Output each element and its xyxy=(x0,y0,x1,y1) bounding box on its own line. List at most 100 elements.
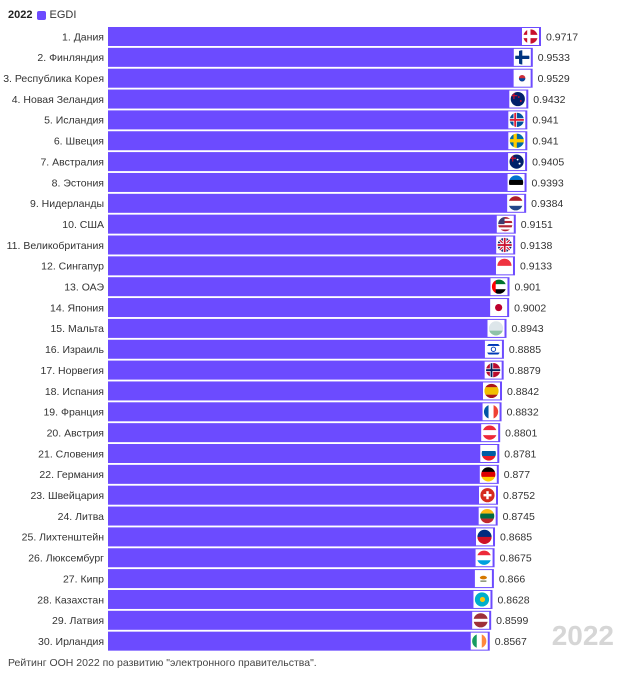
bar xyxy=(108,548,495,568)
category-label: 8. Эстония xyxy=(52,177,104,189)
bar xyxy=(108,68,533,88)
cyprus-flag-icon xyxy=(474,570,492,588)
singapore-flag-icon xyxy=(495,257,513,275)
category-label: 20. Австрия xyxy=(47,427,104,439)
bar xyxy=(108,423,501,443)
bar xyxy=(108,610,492,630)
value-label: 0.9405 xyxy=(532,156,564,168)
bar xyxy=(108,214,516,234)
luxembourg-flag-icon xyxy=(475,549,493,567)
category-label: 30. Ирландия xyxy=(38,636,104,648)
bar xyxy=(108,131,528,151)
category-label: 16. Израиль xyxy=(45,344,105,356)
bar xyxy=(108,631,490,651)
year-watermark: 2022 xyxy=(551,620,614,651)
category-label: 12. Сингапур xyxy=(41,261,104,273)
lithuania-flag-icon xyxy=(478,507,496,525)
category-label: 3. Республика Корея xyxy=(3,73,104,85)
value-label: 0.9133 xyxy=(520,261,552,273)
germany-flag-icon xyxy=(479,465,497,483)
chart-footnote: Рейтинг ООН 2022 по развитию "электронно… xyxy=(8,657,317,669)
israel-flag-icon xyxy=(484,340,502,358)
bar xyxy=(108,318,507,338)
category-label: 11. Великобритания xyxy=(7,240,104,252)
category-label: 24. Литва xyxy=(58,511,105,523)
legend-swatch xyxy=(37,10,47,20)
iceland-flag-icon xyxy=(508,111,526,129)
usa-flag-icon xyxy=(496,215,514,233)
category-label: 19. Франция xyxy=(43,407,104,419)
bar xyxy=(108,569,494,589)
category-label: 4. Новая Зеландия xyxy=(12,94,104,106)
value-label: 0.901 xyxy=(514,282,540,294)
value-label: 0.8879 xyxy=(509,365,541,377)
finland-flag-icon xyxy=(513,48,531,66)
bar xyxy=(108,110,528,130)
value-label: 0.8628 xyxy=(497,594,529,606)
australia-flag-icon xyxy=(508,153,526,171)
value-label: 0.9151 xyxy=(521,219,553,231)
value-label: 0.866 xyxy=(499,573,525,585)
category-label: 28. Казахстан xyxy=(37,594,104,606)
value-label: 0.9138 xyxy=(520,240,552,252)
bar xyxy=(108,402,502,422)
value-label: 0.8567 xyxy=(495,636,527,648)
value-label: 0.9533 xyxy=(538,52,570,64)
bar xyxy=(108,152,528,172)
value-label: 0.9002 xyxy=(514,302,546,314)
value-label: 0.9432 xyxy=(533,94,565,106)
value-label: 0.8842 xyxy=(507,386,539,398)
denmark-flag-icon xyxy=(522,28,539,45)
switzerland-flag-icon xyxy=(478,486,496,504)
category-label: 21. Словения xyxy=(38,448,104,460)
japan-flag-icon xyxy=(490,299,508,317)
latvia-flag-icon xyxy=(472,611,490,629)
bar xyxy=(108,527,496,547)
category-label: 18. Испания xyxy=(45,386,104,398)
uae-flag-icon xyxy=(490,278,508,296)
value-label: 0.8685 xyxy=(500,532,532,544)
bar xyxy=(108,193,527,213)
bar xyxy=(108,256,515,276)
value-label: 0.8943 xyxy=(512,323,544,335)
value-label: 0.877 xyxy=(504,469,530,481)
category-label: 17. Норвегия xyxy=(41,365,104,377)
netherlands-flag-icon xyxy=(507,194,525,212)
estonia-flag-icon xyxy=(507,173,525,191)
category-label: 27. Кипр xyxy=(63,573,104,585)
value-label: 0.8832 xyxy=(507,407,539,419)
value-label: 0.8885 xyxy=(509,344,541,356)
value-label: 0.9384 xyxy=(531,198,563,210)
value-label: 0.8599 xyxy=(496,615,528,627)
category-label: 1. Дания xyxy=(62,31,104,43)
uk-flag-icon xyxy=(496,236,514,254)
category-label: 15. Мальта xyxy=(50,323,104,335)
slovenia-flag-icon xyxy=(480,445,498,462)
category-label: 29. Латвия xyxy=(52,615,104,627)
value-label: 0.8801 xyxy=(505,427,537,439)
norway-flag-icon xyxy=(484,361,502,379)
value-label: 0.9717 xyxy=(546,31,578,43)
category-label: 10. США xyxy=(62,219,104,231)
category-label: 6. Швеция xyxy=(54,136,104,148)
bar xyxy=(108,485,498,505)
spain-flag-icon xyxy=(483,382,501,400)
category-label: 13. ОАЭ xyxy=(64,282,104,294)
new-zealand-flag-icon xyxy=(509,90,527,108)
bar xyxy=(108,339,504,359)
value-label: 0.8675 xyxy=(500,553,532,565)
category-label: 25. Лихтенштейн xyxy=(22,532,105,544)
bar xyxy=(108,506,498,526)
bar xyxy=(108,27,541,46)
category-label: 22. Германия xyxy=(39,469,104,481)
category-label: 23. Швейцария xyxy=(30,490,104,502)
bar xyxy=(108,381,503,401)
bar xyxy=(108,47,533,67)
south-korea-flag-icon xyxy=(513,69,531,87)
legend-year: 2022 xyxy=(8,9,33,21)
malta-flag-icon xyxy=(487,319,505,337)
bar xyxy=(108,589,493,609)
category-label: 9. Нидерланды xyxy=(30,198,104,210)
bar xyxy=(108,444,500,463)
